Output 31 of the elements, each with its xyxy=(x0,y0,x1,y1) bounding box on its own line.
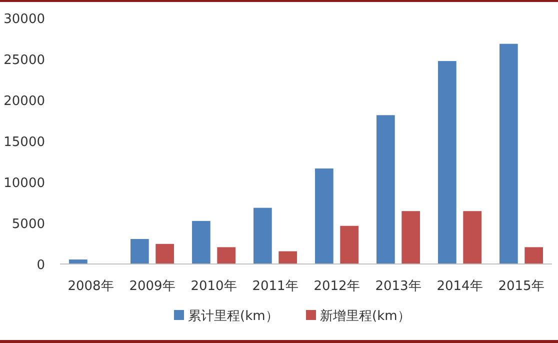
bar xyxy=(278,250,298,264)
x-tick-label: 2010年 xyxy=(190,279,237,294)
y-tick-label: 30000 xyxy=(4,12,45,27)
x-tick-label: 2009年 xyxy=(129,279,176,294)
x-tick-label: 2012年 xyxy=(314,279,360,294)
y-tick-label: 5000 xyxy=(12,217,45,232)
x-tick-label: 2014年 xyxy=(436,279,483,294)
bar xyxy=(216,246,236,264)
bar xyxy=(154,243,175,264)
bar xyxy=(339,225,360,264)
y-tick-label: 15000 xyxy=(4,135,45,150)
bar xyxy=(191,220,212,264)
legend-label: 新增里程(km） xyxy=(320,309,410,324)
legend-label: 累计里程(km） xyxy=(188,309,278,324)
x-tick-label: 2011年 xyxy=(252,279,298,294)
bar xyxy=(252,207,273,264)
y-tick-label: 0 xyxy=(36,258,45,273)
bar xyxy=(437,60,458,264)
bar xyxy=(376,114,396,264)
bar xyxy=(524,246,544,264)
bar xyxy=(462,210,482,264)
y-tick-label: 25000 xyxy=(4,53,45,68)
bar xyxy=(400,210,421,264)
x-tick-label: 2013年 xyxy=(375,279,422,294)
x-tick-label: 2008年 xyxy=(68,279,114,294)
y-tick-label: 20000 xyxy=(4,94,45,109)
x-tick-label: 2015年 xyxy=(498,279,544,294)
bar xyxy=(498,43,519,264)
y-tick-label: 10000 xyxy=(4,176,45,191)
bar xyxy=(130,238,150,264)
bar xyxy=(314,168,334,264)
